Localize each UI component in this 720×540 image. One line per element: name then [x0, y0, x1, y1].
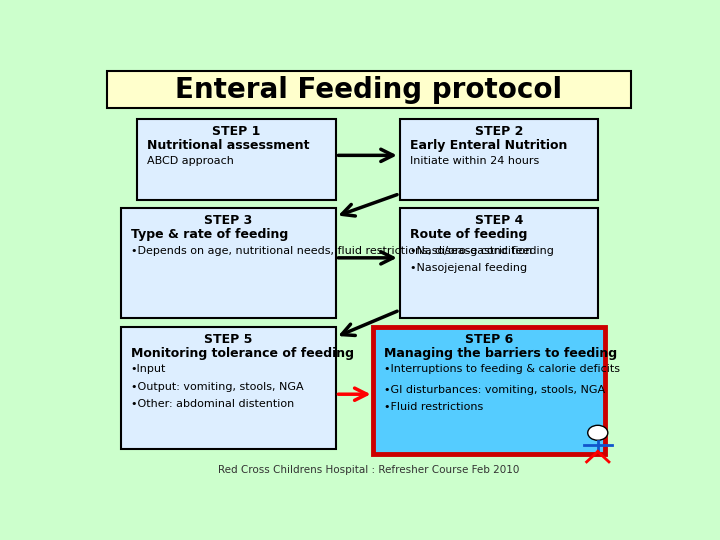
Text: •GI disturbances: vomiting, stools, NGA: •GI disturbances: vomiting, stools, NGA: [384, 385, 605, 395]
Circle shape: [588, 426, 608, 440]
Text: Managing the barriers to feeding: Managing the barriers to feeding: [384, 347, 616, 360]
Text: STEP 1: STEP 1: [212, 125, 261, 138]
Text: •Naso/oro-gastric feeding: •Naso/oro-gastric feeding: [410, 246, 554, 255]
Text: Red Cross Childrens Hospital : Refresher Course Feb 2010: Red Cross Childrens Hospital : Refresher…: [218, 465, 520, 475]
FancyBboxPatch shape: [400, 208, 598, 319]
Text: •Other: abdominal distention: •Other: abdominal distention: [131, 399, 294, 409]
Text: ABCD approach: ABCD approach: [148, 156, 234, 166]
Text: Initiate within 24 hours: Initiate within 24 hours: [410, 156, 539, 166]
Text: •Depends on age, nutritional needs, fluid restrictions, disease condition: •Depends on age, nutritional needs, flui…: [131, 246, 532, 255]
FancyBboxPatch shape: [107, 71, 631, 109]
Text: STEP 6: STEP 6: [465, 333, 513, 346]
Text: STEP 4: STEP 4: [474, 214, 523, 227]
FancyBboxPatch shape: [138, 119, 336, 200]
Text: Nutritional assessment: Nutritional assessment: [148, 139, 310, 152]
FancyBboxPatch shape: [121, 327, 336, 449]
Text: STEP 5: STEP 5: [204, 333, 252, 346]
FancyBboxPatch shape: [400, 119, 598, 200]
Text: •Fluid restrictions: •Fluid restrictions: [384, 402, 482, 413]
Text: •Input: •Input: [131, 364, 166, 374]
Text: •Nasojejenal feeding: •Nasojejenal feeding: [410, 263, 527, 273]
FancyBboxPatch shape: [374, 327, 605, 454]
Text: Monitoring tolerance of feeding: Monitoring tolerance of feeding: [131, 347, 354, 360]
FancyBboxPatch shape: [121, 208, 336, 319]
Text: Type & rate of feeding: Type & rate of feeding: [131, 228, 288, 241]
Text: Route of feeding: Route of feeding: [410, 228, 527, 241]
Text: STEP 3: STEP 3: [204, 214, 252, 227]
Text: Enteral Feeding protocol: Enteral Feeding protocol: [176, 76, 562, 104]
Text: STEP 2: STEP 2: [474, 125, 523, 138]
Text: Early Enteral Nutrition: Early Enteral Nutrition: [410, 139, 567, 152]
Text: •Interruptions to feeding & calorie deficits: •Interruptions to feeding & calorie defi…: [384, 364, 619, 374]
Text: •Output: vomiting, stools, NGA: •Output: vomiting, stools, NGA: [131, 382, 303, 392]
